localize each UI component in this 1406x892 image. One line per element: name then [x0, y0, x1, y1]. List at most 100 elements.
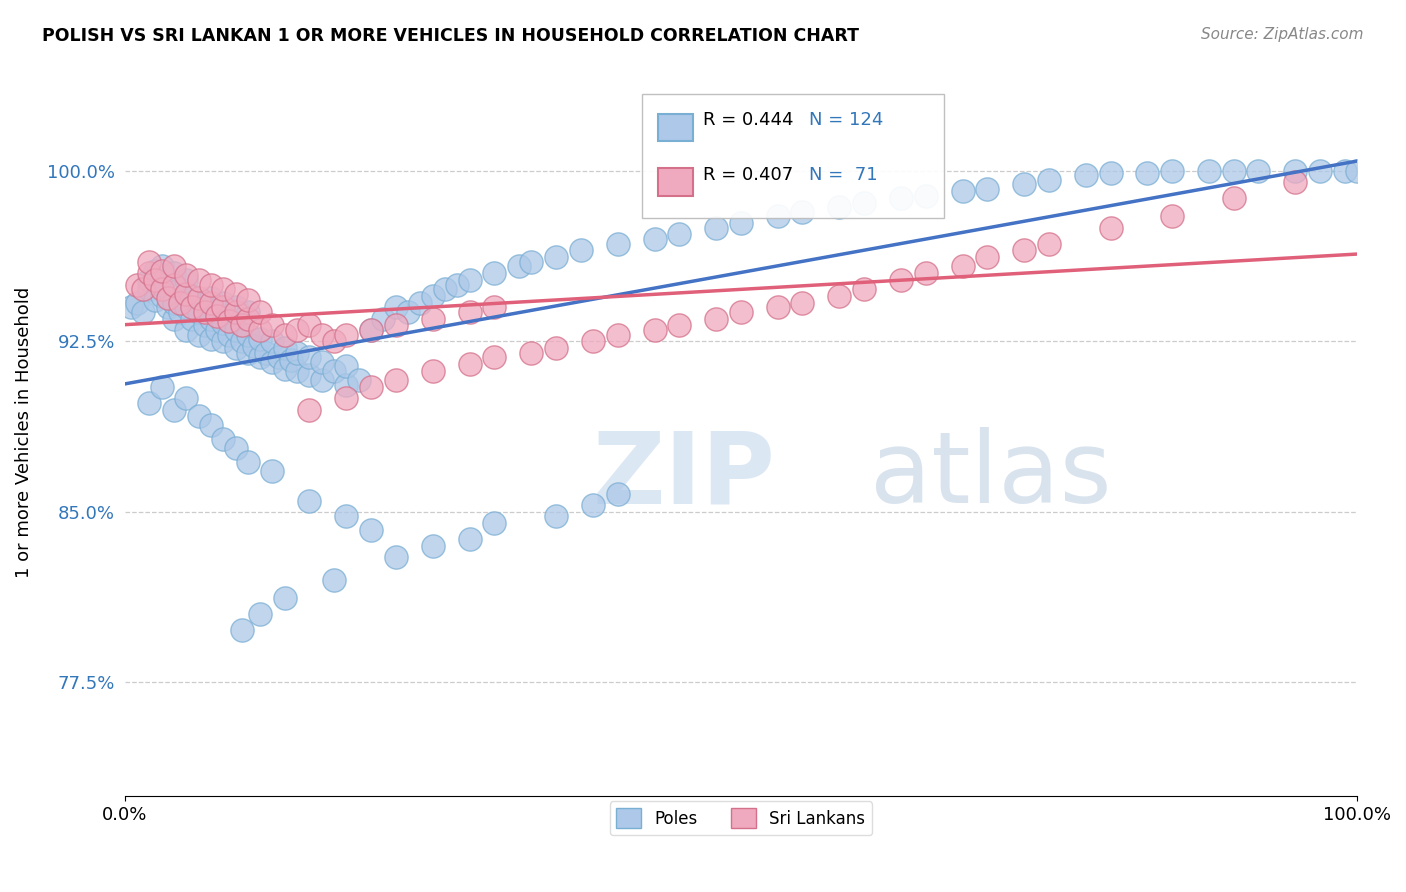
Point	[484, 351, 506, 365]
Point	[249, 607, 271, 622]
Point	[274, 361, 297, 376]
Point	[422, 289, 444, 303]
Point	[236, 345, 259, 359]
Point	[132, 282, 155, 296]
Point	[422, 311, 444, 326]
Point	[150, 277, 173, 292]
Point	[544, 341, 567, 355]
Point	[1222, 191, 1244, 205]
Point	[187, 409, 209, 424]
Point	[853, 282, 876, 296]
Point	[520, 254, 543, 268]
Text: R = 0.444: R = 0.444	[703, 111, 793, 128]
Point	[187, 291, 209, 305]
Point	[169, 295, 191, 310]
Point	[225, 286, 247, 301]
Point	[1346, 164, 1368, 178]
Point	[508, 260, 530, 274]
Point	[335, 377, 357, 392]
Point	[181, 311, 204, 326]
Point	[1222, 164, 1244, 178]
Point	[544, 509, 567, 524]
Point	[384, 300, 406, 314]
Point	[205, 323, 228, 337]
Point	[890, 273, 912, 287]
Point	[766, 209, 789, 223]
Point	[200, 418, 222, 433]
Point	[606, 486, 628, 500]
Point	[311, 355, 333, 369]
Point	[132, 305, 155, 319]
Point	[582, 334, 605, 349]
Point	[225, 300, 247, 314]
Point	[335, 391, 357, 405]
Point	[174, 286, 197, 301]
Point	[298, 493, 321, 508]
Point	[704, 220, 727, 235]
Point	[225, 341, 247, 355]
Point	[335, 359, 357, 374]
Point	[792, 204, 814, 219]
Point	[1198, 164, 1220, 178]
Point	[249, 305, 271, 319]
Text: N = 124: N = 124	[808, 111, 883, 128]
Point	[150, 380, 173, 394]
Point	[200, 332, 222, 346]
Text: N =  71: N = 71	[808, 166, 877, 184]
Point	[396, 305, 419, 319]
Point	[225, 323, 247, 337]
Point	[730, 305, 752, 319]
Point	[174, 273, 197, 287]
Point	[187, 273, 209, 287]
Point	[262, 318, 284, 333]
Point	[458, 273, 481, 287]
Point	[212, 300, 235, 314]
Bar	[658, 113, 693, 141]
Point	[409, 295, 432, 310]
Point	[125, 295, 148, 310]
Point	[606, 327, 628, 342]
Point	[181, 300, 204, 314]
Point	[582, 498, 605, 512]
Point	[360, 323, 382, 337]
Point	[484, 266, 506, 280]
Point	[218, 327, 240, 342]
Point	[484, 516, 506, 531]
Point	[249, 323, 271, 337]
Point	[335, 327, 357, 342]
Point	[236, 305, 259, 319]
Point	[280, 352, 302, 367]
Point	[169, 305, 191, 319]
Point	[138, 273, 160, 287]
Point	[766, 300, 789, 314]
Point	[458, 305, 481, 319]
Point	[298, 402, 321, 417]
Point	[1099, 220, 1122, 235]
Point	[267, 351, 290, 365]
Point	[1161, 209, 1184, 223]
Point	[347, 373, 370, 387]
Point	[1074, 169, 1097, 183]
Point	[174, 300, 197, 314]
Point	[1333, 164, 1355, 178]
Point	[205, 310, 228, 324]
Point	[163, 260, 186, 274]
Point	[200, 291, 222, 305]
Point	[384, 373, 406, 387]
Point	[285, 364, 308, 378]
Point	[668, 318, 690, 333]
Point	[976, 250, 998, 264]
Point	[236, 455, 259, 469]
Point	[520, 345, 543, 359]
Point	[200, 277, 222, 292]
Point	[187, 327, 209, 342]
Point	[145, 293, 167, 308]
Point	[1012, 244, 1035, 258]
Point	[243, 339, 266, 353]
Point	[422, 539, 444, 553]
Point	[1038, 236, 1060, 251]
Point	[384, 318, 406, 333]
Point	[138, 282, 160, 296]
Point	[323, 334, 346, 349]
Point	[169, 282, 191, 296]
